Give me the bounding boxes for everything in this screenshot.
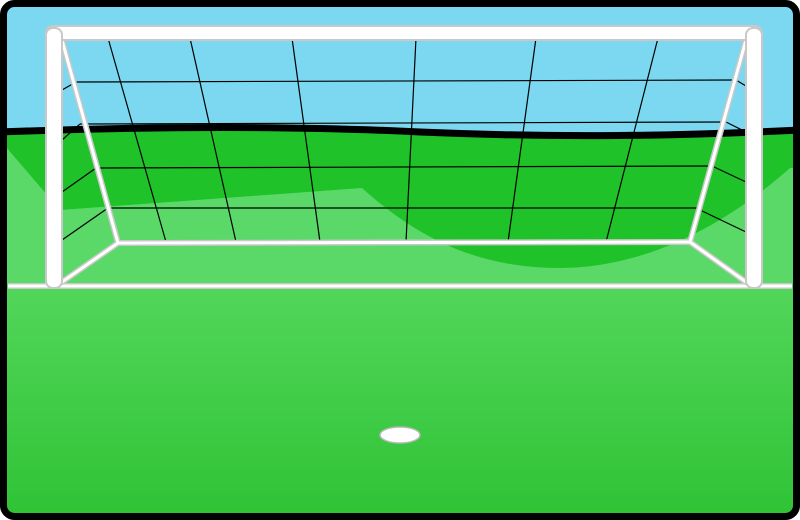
right-post <box>745 27 763 289</box>
goal-net <box>61 37 747 243</box>
crossbar <box>45 25 763 41</box>
goal-frame <box>45 25 763 289</box>
left-post <box>45 27 63 289</box>
grass-pitch <box>5 286 795 515</box>
penalty-spot[interactable] <box>379 426 421 444</box>
light-grass-area <box>5 140 795 300</box>
horizon-line <box>5 124 795 140</box>
